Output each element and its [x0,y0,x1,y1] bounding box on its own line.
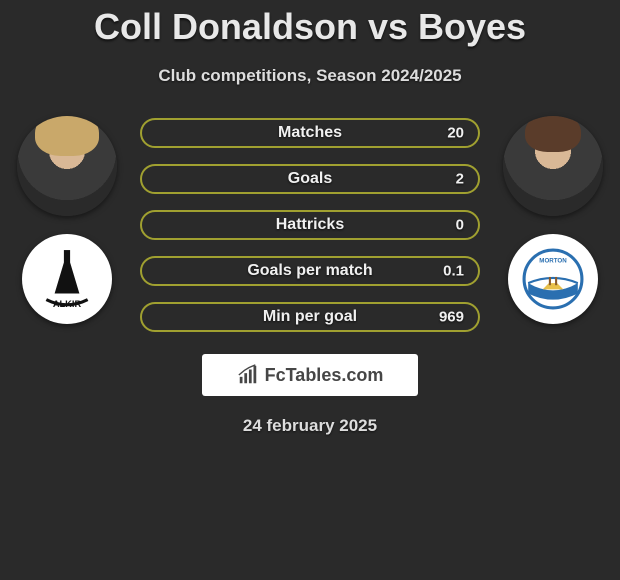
stat-value: 0.1 [443,263,464,280]
crest-right-icon: MORTON [522,248,584,310]
stat-value: 2 [456,171,464,188]
comparison-panel: ALKIR Matches 20 Goals 2 Hattricks 0 Goals per… [10,116,610,332]
stat-bar: Min per goal 969 [140,302,480,332]
player-right-club-crest: MORTON [508,234,598,324]
stat-bar: Matches 20 [140,118,480,148]
chart-icon [237,364,259,386]
page-subtitle: Club competitions, Season 2024/2025 [10,66,610,86]
stat-label: Goals [288,170,332,188]
stats-bars: Matches 20 Goals 2 Hattricks 0 Goals per match… [140,116,480,332]
right-side: MORTON [498,116,608,324]
stat-value: 0 [456,217,464,234]
svg-text:ALKIR: ALKIR [53,299,82,309]
svg-text:MORTON: MORTON [539,257,567,264]
branding-text: FcTables.com [265,365,384,386]
player-left-club-crest: ALKIR [22,234,112,324]
stat-value: 969 [439,309,464,326]
left-side: ALKIR [12,116,122,324]
crest-left-icon: ALKIR [36,248,98,310]
stat-label: Goals per match [247,262,372,280]
stat-bar: Hattricks 0 [140,210,480,240]
footer-date: 24 february 2025 [10,416,610,436]
branding-badge: FcTables.com [202,354,418,396]
stat-label: Matches [278,124,342,142]
stat-bar: Goals 2 [140,164,480,194]
stat-label: Hattricks [276,216,344,234]
player-right-avatar [503,116,603,216]
stat-bar: Goals per match 0.1 [140,256,480,286]
page-title: Coll Donaldson vs Boyes [10,0,610,48]
stat-label: Min per goal [263,308,357,326]
stat-value: 20 [447,125,464,142]
player-left-avatar [17,116,117,216]
